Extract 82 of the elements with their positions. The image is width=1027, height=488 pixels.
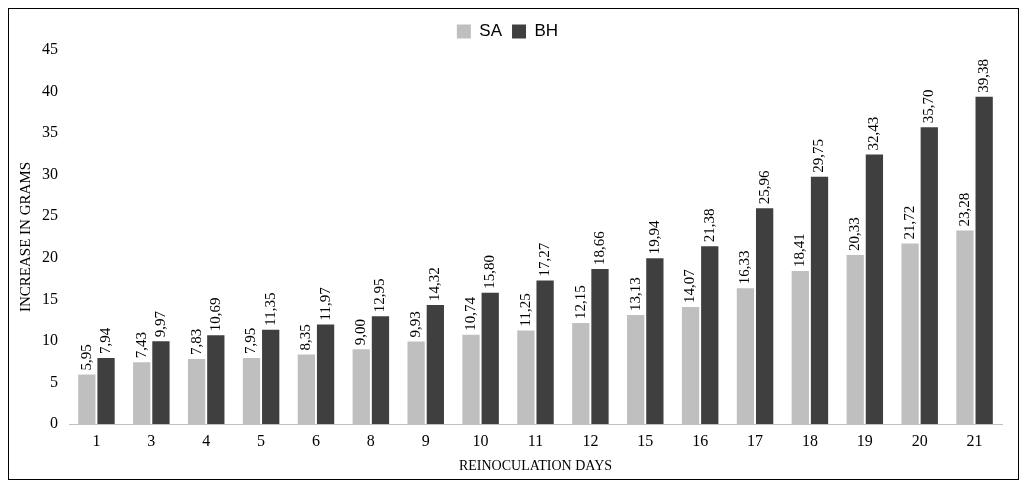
data-label: 19,94	[645, 220, 662, 255]
data-label: 11,25	[516, 293, 533, 327]
x-tick-label: 21	[966, 431, 983, 449]
x-tick-label: 4	[202, 431, 211, 449]
x-tick-label: 17	[747, 431, 764, 449]
x-tick-label: 8	[366, 431, 375, 449]
y-tick-label: 45	[42, 40, 58, 58]
data-label: 21,38	[700, 208, 717, 243]
data-label: 9,93	[407, 311, 424, 338]
data-label: 16,33	[736, 250, 753, 285]
data-label: 21,72	[901, 205, 918, 240]
data-label: 14,32	[426, 267, 443, 301]
bar	[920, 127, 938, 424]
bar	[591, 268, 609, 424]
bar	[316, 324, 335, 424]
y-tick-label: 5	[50, 372, 58, 390]
data-label: 18,41	[791, 233, 808, 267]
data-label: 32,43	[865, 116, 882, 151]
x-tick-label: 6	[311, 431, 320, 449]
bar	[371, 316, 390, 424]
x-tick-label: 18	[801, 431, 818, 449]
data-label: 39,38	[975, 58, 992, 93]
bar	[97, 358, 115, 424]
bar	[262, 329, 280, 424]
y-tick-label: 30	[42, 164, 58, 182]
x-tick-label: 15	[637, 431, 654, 449]
data-label: 20,33	[846, 217, 863, 252]
x-tick-label: 9	[421, 431, 430, 449]
y-tick-label: 25	[42, 206, 58, 224]
data-label: 12,15	[571, 285, 588, 320]
y-tick-label: 10	[42, 331, 58, 349]
x-tick-label: 12	[582, 431, 599, 449]
bar	[152, 341, 170, 424]
data-label: 7,94	[96, 327, 113, 355]
y-tick-label: 0	[50, 414, 58, 432]
data-label: 25,96	[755, 169, 772, 205]
y-tick-label: 35	[42, 123, 58, 141]
x-tick-label: 10	[472, 431, 489, 449]
data-label: 15,80	[481, 254, 498, 289]
bar	[810, 176, 829, 424]
y-tick-label: 40	[42, 81, 58, 99]
bar	[755, 208, 774, 424]
bar	[646, 258, 664, 424]
bar	[975, 96, 993, 424]
data-label: 29,75	[810, 138, 827, 173]
data-label: 13,13	[626, 277, 643, 311]
bar	[701, 246, 719, 424]
x-tick-label: 19	[856, 431, 873, 449]
y-tick-label: 15	[42, 289, 58, 307]
data-label: 9,97	[151, 310, 168, 338]
data-label: 23,28	[955, 192, 972, 227]
y-tick-label: 20	[42, 247, 58, 265]
x-axis-title: REINOCULATION DAYS	[458, 458, 613, 474]
data-label: 11,97	[316, 286, 333, 321]
data-label: 5,95	[77, 344, 94, 371]
legend-label: SA	[479, 21, 503, 41]
bar	[536, 280, 554, 424]
data-label: 12,95	[371, 278, 388, 313]
x-tick-label: 20	[911, 431, 928, 449]
data-label: 10,69	[206, 297, 223, 332]
x-tick-label: 16	[692, 431, 709, 449]
data-label: 10,74	[461, 296, 478, 331]
bar	[207, 335, 225, 424]
data-label: 35,70	[920, 89, 937, 124]
data-label: 18,66	[590, 230, 607, 265]
legend-label: BH	[534, 21, 559, 41]
x-tick-label: 3	[147, 431, 156, 449]
data-label: 11,35	[261, 292, 278, 326]
data-label: 7,83	[187, 328, 204, 355]
bar	[481, 292, 499, 424]
bar	[865, 154, 884, 424]
data-label: 7,43	[132, 332, 149, 359]
data-label: 9,00	[352, 318, 369, 346]
data-label: 8,35	[297, 324, 314, 351]
x-tick-label: 1	[92, 431, 101, 449]
bar	[426, 304, 444, 424]
data-label: 14,07	[681, 268, 698, 304]
data-label: 17,27	[536, 242, 553, 277]
x-tick-label: 5	[257, 431, 266, 449]
data-label: 7,95	[242, 327, 259, 354]
x-tick-label: 11	[527, 431, 544, 449]
y-axis-title: INCREASE IN GRAMS	[16, 161, 33, 313]
